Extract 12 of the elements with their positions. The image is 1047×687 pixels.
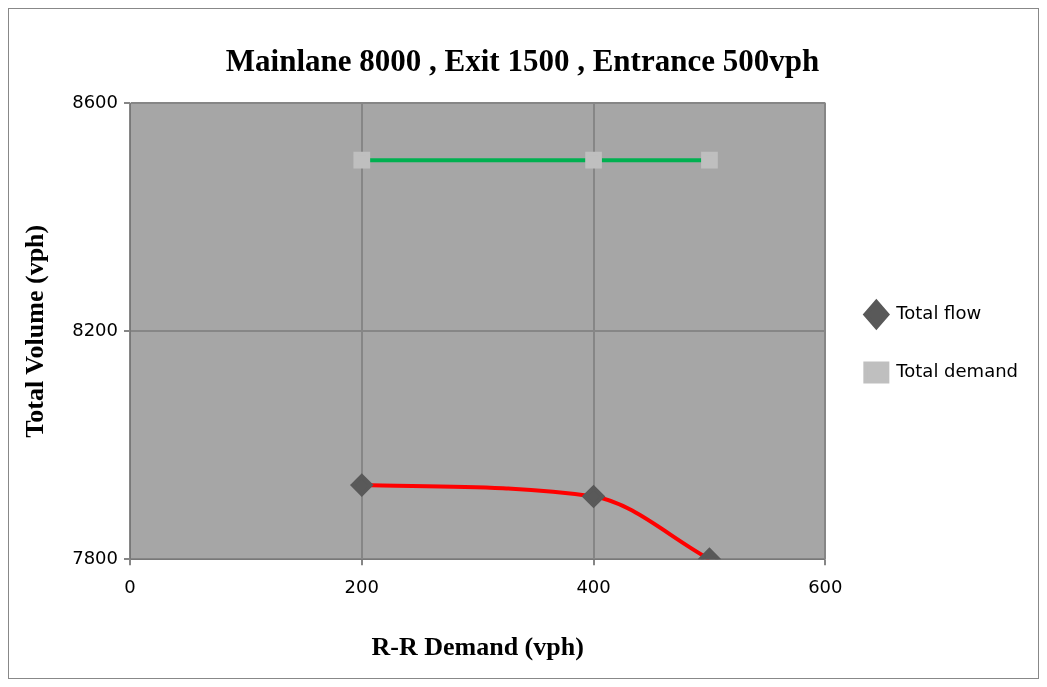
x-tick-label: 600 <box>808 575 843 597</box>
legend-label: Total flow <box>895 302 982 324</box>
chart-title: Mainlane 8000 , Exit 1500 , Entrance 500vph <box>225 42 820 78</box>
x-axis-title: R-R Demand (vph) <box>371 632 584 662</box>
y-tick-label: 8200 <box>72 318 119 340</box>
y-axis-title: Total Volume (vph) <box>20 224 50 438</box>
x-tick-label: 0 <box>124 575 136 597</box>
x-tick-label: 400 <box>576 575 611 597</box>
y-tick-label: 7800 <box>72 546 119 568</box>
y-tick-label: 8600 <box>72 90 119 112</box>
legend-label: Total demand <box>895 360 1019 382</box>
x-tick-label: 200 <box>344 575 379 597</box>
